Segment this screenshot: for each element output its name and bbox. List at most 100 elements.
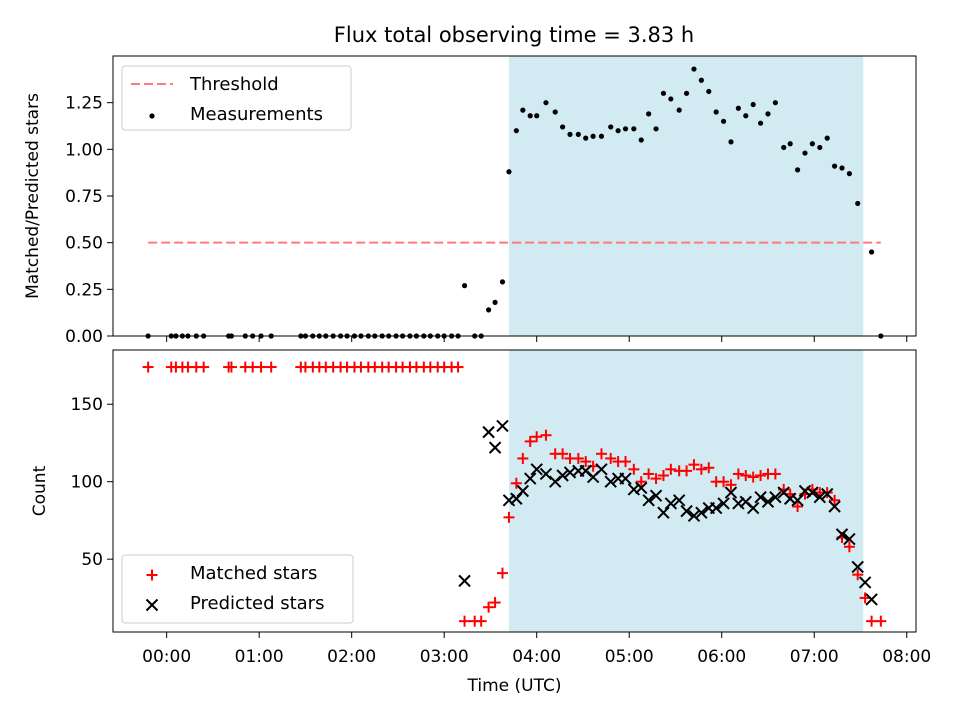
measurement-point: [520, 107, 526, 113]
top-observing-interval-shade: [508, 56, 864, 336]
x-marker-b: [657, 506, 670, 519]
measurement-point: [499, 279, 506, 285]
x-marker-b: [530, 463, 543, 476]
predicted-star-point: [482, 425, 495, 439]
measurement-point: [706, 88, 712, 95]
matched-star-point: [483, 601, 495, 613]
predicted-star-point: [524, 472, 537, 485]
matched-star-point: [540, 429, 552, 441]
measurement-point: [622, 126, 629, 132]
measurement-point: [552, 109, 558, 115]
count-x-ticks: 00:00 01:00 02:00 03:00 04:00 05:00 06:00 07:00…: [142, 632, 931, 667]
x-marker-b: [496, 419, 509, 433]
measurement-point: [817, 144, 823, 151]
predicted-star-point: [791, 494, 804, 507]
x-marker-b: [739, 495, 752, 509]
ratio-panel: 0.00 0.25 0.50 0.75 1.00 1.25 Matched/Predict…: [23, 55, 917, 347]
y-tick-label: 150: [71, 395, 103, 415]
x-marker-b: [769, 490, 782, 504]
x-marker-b: [458, 574, 471, 588]
measurement-point: [590, 133, 596, 139]
matched-star-point: [875, 615, 887, 627]
x-tick-label: 08:00: [882, 647, 931, 667]
x-tick-label: 06:00: [697, 647, 746, 667]
x-marker-b: [843, 532, 856, 546]
x-tick-label: 00:00: [142, 647, 191, 667]
measurement-point: [575, 131, 581, 137]
predicted-star-point: [672, 494, 686, 507]
x-marker-b: [604, 475, 617, 488]
count-panel-frame: [112, 349, 917, 633]
measurement-point: [567, 131, 573, 137]
measurement-point: [735, 105, 741, 111]
count-legend: Matched stars Predicted stars: [121, 554, 354, 624]
measurement-point: [608, 124, 614, 130]
predicted-star-point: [664, 497, 678, 510]
measurement-point: [691, 66, 697, 72]
measurement-point: [846, 171, 852, 177]
x-tick-label: 03:00: [420, 647, 469, 667]
ratio-y-axis-label: Matched/Predicted stars: [23, 93, 43, 299]
legend-measurements-swatch: [149, 113, 155, 119]
measurement-point: [506, 169, 512, 175]
matched-star-point: [580, 456, 592, 468]
x-marker-b: [556, 469, 569, 482]
x-marker-b: [672, 494, 686, 507]
matched-star-point: [225, 361, 237, 373]
measurement-point: [728, 139, 734, 145]
matched-star-point: [557, 448, 569, 460]
x-marker-b: [145, 598, 159, 612]
measurement-point: [534, 113, 540, 119]
x-marker-b: [649, 489, 663, 502]
matched-star-point: [198, 361, 210, 373]
x-marker-b: [579, 464, 592, 478]
predicted-star-point: [858, 576, 872, 589]
x-tick-label: 05:00: [605, 647, 654, 667]
matched-star-point: [531, 431, 543, 443]
predicted-star-point: [556, 469, 569, 482]
predicted-star-point: [806, 486, 819, 499]
x-marker-b: [754, 490, 767, 504]
predicted-star-point: [627, 483, 641, 496]
x-marker-b: [783, 492, 797, 505]
x-marker-b: [695, 506, 708, 519]
measurement-point: [802, 150, 808, 156]
matched-star-point: [843, 541, 855, 553]
x-marker-b: [777, 486, 790, 499]
x-marker-b: [732, 497, 745, 510]
x-marker-b: [516, 484, 530, 498]
chart-title: Flux total observing time = 3.83 h: [334, 23, 694, 47]
legend-matched-label: Matched stars: [190, 563, 317, 584]
matched-star-point: [725, 479, 737, 491]
predicted-star-point: [595, 463, 608, 476]
matched-star-point: [695, 463, 707, 475]
legend-plus: [146, 569, 158, 581]
matched-star-point: [265, 361, 277, 373]
measurement-point: [787, 141, 793, 147]
ratio-legend-box: [121, 65, 352, 131]
measurement-point: [660, 90, 667, 96]
measurement-point: [839, 165, 845, 171]
measurement-point: [527, 113, 533, 119]
measurement-point: [638, 137, 644, 143]
matched-star-point: [866, 615, 878, 627]
predicted-star-point: [687, 509, 701, 522]
x-marker-b: [563, 466, 577, 479]
predicted-star-point: [680, 504, 693, 518]
x-tick-label: 01:00: [235, 647, 284, 667]
matched-star-point: [643, 468, 655, 480]
x-marker-b: [835, 528, 849, 541]
measurement-point: [485, 307, 492, 313]
matched-star-point: [740, 470, 752, 482]
matched-star-point: [829, 494, 841, 506]
x-marker-b: [627, 483, 641, 496]
x-marker-b: [858, 576, 872, 589]
predicted-star-point: [695, 506, 708, 519]
predicted-star-point: [746, 501, 760, 515]
count-y-axis-label: Count: [30, 465, 50, 516]
x-marker-b: [851, 560, 864, 574]
measurement-point: [615, 128, 621, 134]
y-tick-label: 0.75: [65, 187, 103, 207]
